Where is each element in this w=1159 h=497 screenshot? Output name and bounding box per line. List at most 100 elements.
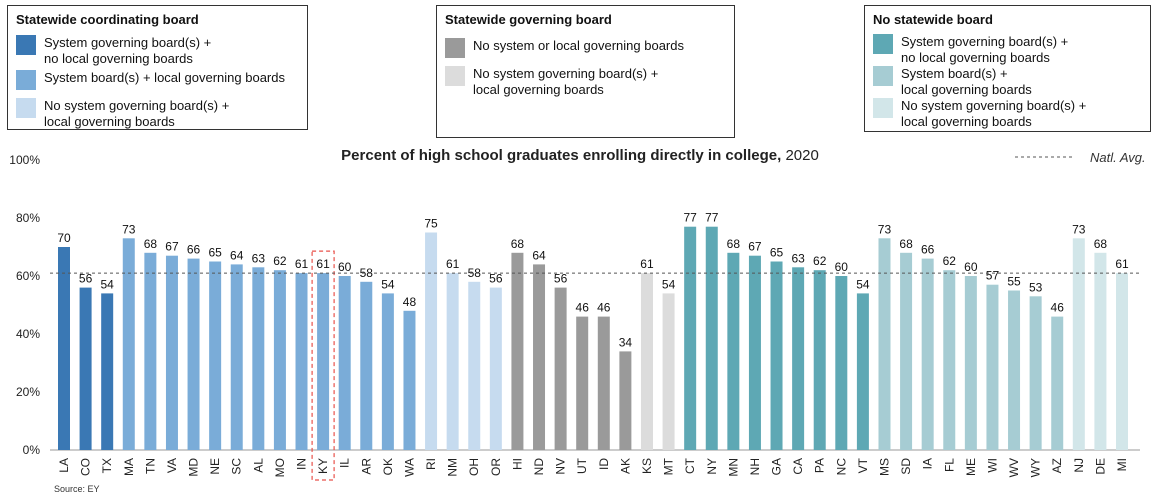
- data-label: 46: [576, 301, 590, 315]
- category-label: ND: [532, 458, 546, 476]
- bar-ut: [576, 316, 589, 450]
- data-label: 65: [208, 246, 222, 260]
- legend-label: System board(s) + local governing boards: [901, 66, 1032, 97]
- legend-swatch: [445, 38, 465, 58]
- bar-tn: [144, 252, 157, 450]
- bar-ne: [209, 261, 222, 450]
- bar-ca: [792, 267, 805, 450]
- bar-tx: [101, 293, 114, 450]
- legend-label: System governing board(s) + no local gov…: [901, 34, 1069, 65]
- data-label: 61: [295, 257, 309, 271]
- data-label: 77: [705, 211, 719, 225]
- category-label: OH: [467, 458, 481, 476]
- category-label: HI: [510, 458, 524, 470]
- bar-ny: [705, 226, 718, 450]
- data-label: 70: [57, 231, 71, 245]
- legend-label: System governing board(s) + no local gov…: [44, 35, 212, 66]
- legend-item: System governing board(s) + no local gov…: [873, 34, 1068, 66]
- data-label: 61: [1115, 257, 1129, 271]
- legend-title: Statewide coordinating board: [16, 12, 199, 27]
- data-label: 61: [640, 257, 654, 271]
- data-label: 57: [986, 269, 1000, 283]
- data-label: 56: [489, 272, 503, 286]
- data-label: 46: [597, 301, 611, 315]
- data-label: 66: [921, 243, 935, 257]
- bar-me: [964, 276, 977, 450]
- y-tick-label: 20%: [16, 385, 40, 399]
- bar-ak: [619, 351, 632, 450]
- category-label: VT: [856, 457, 870, 473]
- data-label: 73: [122, 222, 136, 236]
- bar-vt: [856, 293, 869, 450]
- category-label: AR: [359, 458, 373, 475]
- bar-va: [165, 255, 178, 450]
- bar-oh: [468, 281, 481, 450]
- category-label: NC: [834, 458, 848, 476]
- category-label: ID: [597, 458, 611, 470]
- legend-title: Statewide governing board: [445, 12, 612, 27]
- data-label: 64: [230, 248, 244, 262]
- bar-or: [489, 287, 502, 450]
- category-label: NJ: [1072, 458, 1086, 473]
- bar-nj: [1072, 238, 1085, 450]
- data-label: 62: [813, 254, 827, 268]
- bar-mt: [662, 293, 675, 450]
- bar-id: [597, 316, 610, 450]
- data-label: 65: [770, 246, 784, 260]
- category-label: OR: [489, 458, 503, 476]
- category-label: DE: [1093, 458, 1107, 475]
- data-label: 68: [727, 237, 741, 251]
- bar-az: [1051, 316, 1064, 450]
- category-label: OK: [381, 458, 395, 475]
- category-label: SC: [230, 458, 244, 475]
- bar-sd: [900, 252, 913, 450]
- legend-swatch: [445, 66, 465, 86]
- category-label: MI: [1115, 458, 1129, 471]
- legend-item: No system governing board(s) + local gov…: [873, 98, 1086, 130]
- data-label: 48: [403, 295, 417, 309]
- legend-label: No system governing board(s) + local gov…: [44, 98, 230, 129]
- data-label: 61: [316, 257, 330, 271]
- category-label: VA: [165, 458, 179, 473]
- category-label: MO: [273, 458, 287, 477]
- category-label: ME: [964, 458, 978, 476]
- bar-wa: [403, 310, 416, 450]
- bar-ia: [921, 258, 934, 450]
- legend-swatch: [873, 66, 893, 86]
- data-label: 58: [360, 266, 374, 280]
- data-label: 56: [79, 272, 93, 286]
- data-label: 68: [144, 237, 158, 251]
- bar-ga: [770, 261, 783, 450]
- bar-wy: [1029, 296, 1042, 450]
- data-label: 68: [1094, 237, 1108, 251]
- category-label: PA: [813, 458, 827, 473]
- bar-mi: [1116, 273, 1128, 450]
- data-label: 55: [1007, 275, 1021, 289]
- bar-al: [252, 267, 265, 450]
- category-label: RI: [424, 458, 438, 470]
- data-label: 58: [468, 266, 482, 280]
- data-label: 63: [252, 251, 266, 265]
- bar-ms: [878, 238, 891, 450]
- legend-item: System governing board(s) + no local gov…: [16, 35, 211, 67]
- legend-item: No system or local governing boards: [445, 38, 684, 58]
- legend-box-no-statewide: No statewide board System governing boar…: [864, 5, 1151, 132]
- bar-md: [187, 258, 200, 450]
- category-label: IA: [921, 458, 935, 469]
- data-label: 66: [187, 243, 201, 257]
- bar-la: [58, 247, 70, 450]
- data-label: 61: [446, 257, 460, 271]
- category-label: NM: [446, 458, 460, 477]
- bar-in: [295, 273, 308, 450]
- bar-wi: [986, 284, 999, 450]
- bar-nh: [748, 255, 761, 450]
- data-label: 54: [856, 277, 870, 291]
- category-label: WV: [1007, 458, 1021, 477]
- y-tick-label: 40%: [16, 327, 40, 341]
- bar-nd: [533, 264, 546, 450]
- data-label: 54: [662, 277, 676, 291]
- data-label: 56: [554, 272, 568, 286]
- category-label: KY: [316, 458, 330, 474]
- legend-item: System board(s) + local governing boards: [16, 70, 285, 90]
- data-label: 60: [835, 260, 849, 274]
